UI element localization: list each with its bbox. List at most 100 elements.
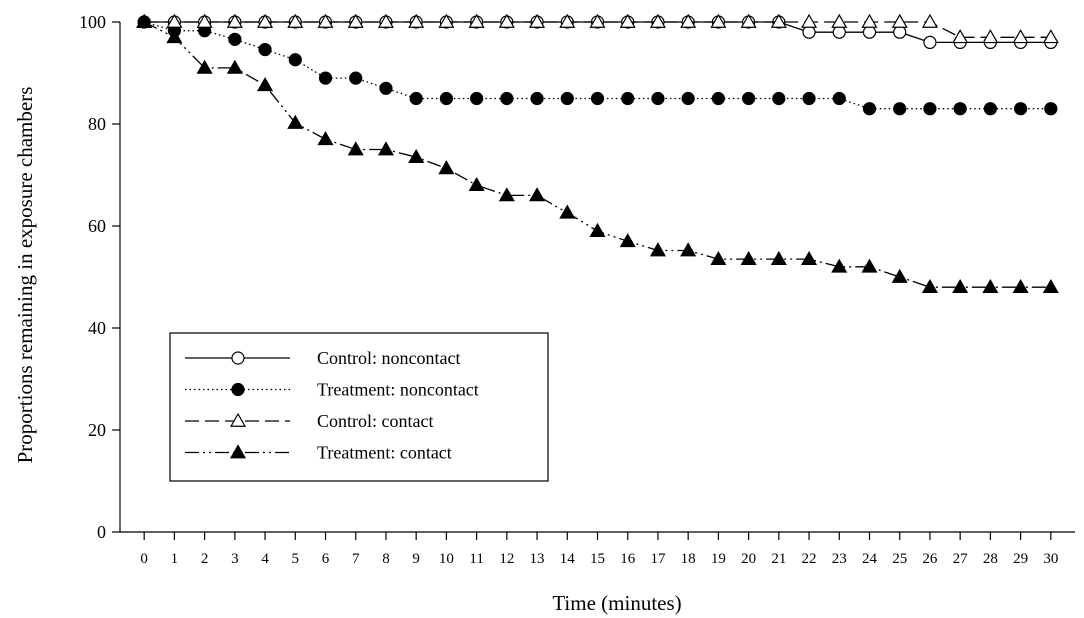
data-point bbox=[651, 91, 665, 106]
x-tick-label: 11 bbox=[469, 551, 483, 567]
data-point bbox=[317, 13, 334, 28]
x-tick-label: 30 bbox=[1043, 551, 1058, 567]
x-tick-label: 2 bbox=[201, 551, 209, 567]
y-axis-label: Proportions remaining in exposure chambe… bbox=[13, 87, 37, 464]
series-line bbox=[143, 21, 1051, 288]
data-point bbox=[590, 91, 605, 106]
data-point bbox=[831, 13, 848, 28]
x-tick-label: 26 bbox=[922, 551, 938, 567]
data-point bbox=[409, 91, 423, 106]
data-point bbox=[861, 13, 878, 28]
data-point bbox=[288, 53, 302, 67]
data-point bbox=[921, 278, 938, 294]
data-point bbox=[861, 258, 878, 273]
x-tick-label: 8 bbox=[382, 551, 390, 567]
data-point bbox=[832, 91, 846, 106]
x-tick-label: 27 bbox=[953, 551, 969, 567]
legend-item: Control: noncontact bbox=[185, 348, 460, 368]
x-tick-label: 12 bbox=[499, 551, 514, 567]
data-point bbox=[468, 176, 485, 192]
data-point bbox=[710, 13, 727, 28]
data-point bbox=[831, 258, 848, 273]
data-point bbox=[983, 102, 997, 116]
x-tick-label: 18 bbox=[681, 551, 696, 567]
x-tick-label: 9 bbox=[412, 551, 420, 567]
data-point bbox=[1014, 102, 1028, 116]
data-point bbox=[166, 29, 183, 44]
series-3 bbox=[136, 13, 1059, 44]
data-point bbox=[589, 13, 606, 28]
data-point bbox=[136, 13, 153, 28]
data-point bbox=[801, 13, 818, 28]
data-point bbox=[802, 91, 816, 106]
data-point bbox=[498, 13, 515, 28]
data-point bbox=[772, 91, 786, 106]
series-4 bbox=[136, 13, 1059, 294]
x-tick-label: 24 bbox=[862, 551, 878, 567]
x-tick-label: 6 bbox=[322, 551, 330, 567]
data-point bbox=[530, 91, 544, 106]
x-tick-label: 29 bbox=[1013, 551, 1028, 567]
data-point bbox=[529, 187, 546, 202]
data-point bbox=[1042, 29, 1059, 44]
data-point bbox=[438, 160, 455, 175]
data-point bbox=[891, 268, 908, 283]
data-point bbox=[619, 233, 636, 248]
legend: Control: noncontact Treatment: noncontact… bbox=[169, 332, 549, 482]
y-tick-label: 100 bbox=[79, 12, 106, 32]
data-point bbox=[258, 42, 272, 57]
data-point bbox=[377, 141, 394, 156]
data-point bbox=[257, 77, 274, 92]
series-layer bbox=[136, 13, 1059, 294]
data-point bbox=[559, 204, 576, 219]
data-point bbox=[379, 81, 393, 95]
y-tick-label: 40 bbox=[88, 318, 106, 338]
data-point bbox=[226, 13, 243, 28]
data-point bbox=[498, 187, 515, 202]
data-point bbox=[347, 141, 364, 156]
legend-marker bbox=[231, 351, 245, 365]
data-point bbox=[681, 91, 695, 106]
data-point bbox=[287, 13, 304, 28]
legend-item: Treatment: noncontact bbox=[185, 380, 479, 400]
data-point bbox=[408, 148, 425, 163]
data-point bbox=[952, 278, 969, 294]
data-point bbox=[500, 91, 514, 106]
x-tick-label: 4 bbox=[261, 551, 269, 567]
data-point bbox=[832, 25, 846, 39]
data-point bbox=[982, 29, 999, 44]
data-point bbox=[982, 278, 999, 294]
series-2 bbox=[137, 15, 1058, 116]
x-tick-label: 22 bbox=[802, 551, 817, 567]
data-point bbox=[893, 25, 907, 39]
data-point bbox=[349, 71, 363, 85]
data-point bbox=[801, 250, 818, 265]
data-point bbox=[770, 250, 787, 265]
data-point bbox=[621, 91, 635, 106]
legend-marker bbox=[229, 412, 247, 427]
data-point bbox=[468, 13, 485, 28]
x-tick-label: 17 bbox=[650, 551, 666, 567]
data-point bbox=[439, 91, 453, 106]
data-point bbox=[317, 131, 334, 146]
x-tick-label: 1 bbox=[171, 551, 179, 567]
data-point bbox=[680, 242, 697, 257]
y-tick-label: 60 bbox=[88, 216, 106, 236]
x-tick-label: 25 bbox=[892, 551, 907, 567]
data-point bbox=[589, 222, 606, 237]
data-point bbox=[921, 13, 938, 28]
data-point bbox=[680, 13, 697, 28]
data-point bbox=[377, 13, 394, 28]
x-tick-label: 23 bbox=[832, 551, 847, 567]
legend-label: Control: contact bbox=[317, 411, 433, 431]
x-tick-label: 20 bbox=[741, 551, 756, 567]
data-point bbox=[923, 102, 937, 116]
data-point bbox=[862, 25, 877, 39]
data-point bbox=[196, 59, 213, 74]
data-point bbox=[740, 250, 757, 265]
legend-item: Control: contact bbox=[185, 411, 433, 431]
data-point bbox=[893, 102, 907, 116]
data-point bbox=[742, 91, 756, 106]
